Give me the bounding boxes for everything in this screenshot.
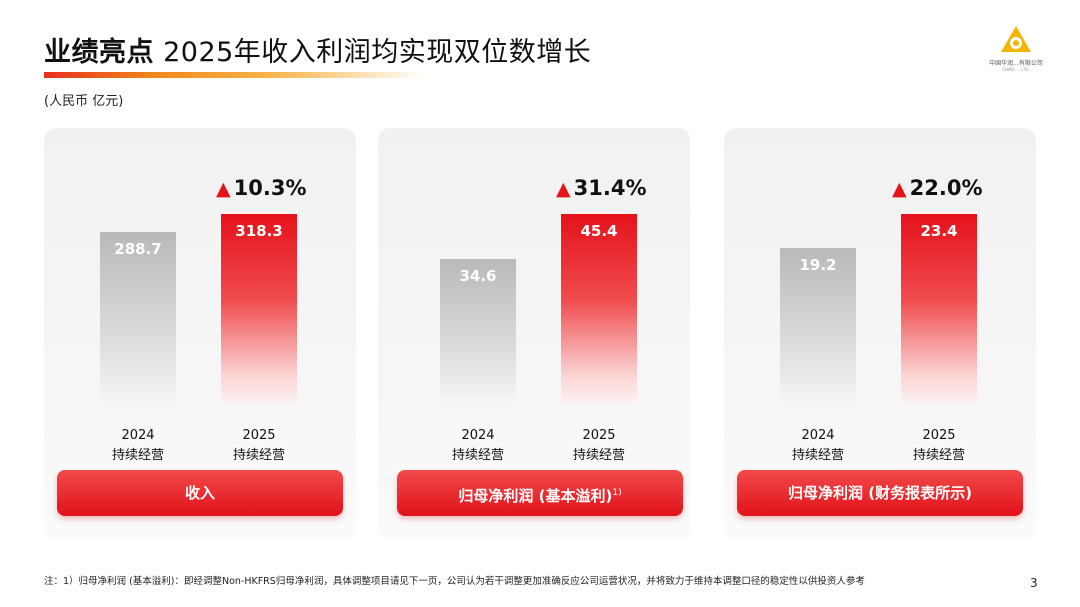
x-label-year: 2025 xyxy=(242,428,276,443)
company-logo: 中国华润...有限公司 CHINA ... LTD. xyxy=(986,24,1046,74)
metric-label-net-profit-reported: 归母净利润 (财务报表所示) xyxy=(737,470,1023,516)
bar-2024: 34.6 xyxy=(440,259,516,404)
x-label-2024: 2024 持续经营 xyxy=(433,426,523,466)
metric-label-net-profit-core: 归母净利润 (基本溢利)1) xyxy=(397,470,683,516)
x-label-sub: 持续经营 xyxy=(111,448,164,463)
up-triangle-icon: ▲ xyxy=(216,178,231,200)
x-label-year: 2024 xyxy=(461,428,495,443)
unit-label: (人民币 亿元) xyxy=(44,94,124,109)
x-label-year: 2025 xyxy=(922,428,956,443)
title-text: 2025年收入利润均实现双位数增长 xyxy=(163,37,592,68)
x-label-year: 2024 xyxy=(801,428,835,443)
chart-panel-net-profit-core: 34.6 45.4 ▲ 31.4% 2024 持续经营 2025 持续经营 归母净… xyxy=(378,128,690,540)
chart-panel-revenue: 288.7 318.3 ▲ 10.3% 2024 持续经营 2025 持续经营 收… xyxy=(44,128,356,540)
title-underline xyxy=(44,72,424,78)
footnote: 注：1）归母净利润 (基本溢利)：即经调整Non-HKFRS归母净利润，具体调整… xyxy=(44,576,865,587)
title-highlight: 业绩亮点 xyxy=(44,37,154,68)
x-label-year: 2025 xyxy=(582,428,616,443)
growth-indicator: ▲ 10.3% xyxy=(216,176,306,200)
x-label-sub: 持续经营 xyxy=(451,448,504,463)
page-title: 业绩亮点 2025年收入利润均实现双位数增长 xyxy=(44,30,591,69)
metric-label-text: 收入 xyxy=(184,484,215,502)
bar-value-label: 19.2 xyxy=(799,256,837,275)
growth-value: 10.3% xyxy=(233,176,307,200)
logo-icon xyxy=(1001,26,1031,52)
growth-value: 22.0% xyxy=(909,176,983,200)
bar-2025: 318.3 xyxy=(221,214,297,404)
up-triangle-icon: ▲ xyxy=(892,178,907,200)
x-label-2025: 2025 持续经营 xyxy=(554,426,644,466)
bar-2025: 23.4 xyxy=(901,214,977,404)
bar-2025: 45.4 xyxy=(561,214,637,404)
bar-2024: 19.2 xyxy=(780,248,856,404)
x-label-2025: 2025 持续经营 xyxy=(894,426,984,466)
x-label-2024: 2024 持续经营 xyxy=(93,426,183,466)
metric-label-revenue: 收入 xyxy=(57,470,343,516)
bar-value-label: 318.3 xyxy=(235,222,283,240)
growth-indicator: ▲ 22.0% xyxy=(892,176,982,200)
x-label-year: 2024 xyxy=(121,428,155,443)
growth-indicator: ▲ 31.4% xyxy=(556,176,646,200)
x-label-sub: 持续经营 xyxy=(912,448,965,463)
x-label-sub: 持续经营 xyxy=(572,448,625,463)
up-triangle-icon: ▲ xyxy=(556,178,571,200)
x-label-sub: 持续经营 xyxy=(791,448,844,463)
chart-panel-net-profit-reported: 19.2 23.4 ▲ 22.0% 2024 持续经营 2025 持续经营 归母净… xyxy=(724,128,1036,540)
bar-2024: 288.7 xyxy=(100,231,176,404)
bar-value-label: 288.7 xyxy=(114,239,162,258)
bar-value-label: 23.4 xyxy=(920,222,958,240)
bar-value-label: 45.4 xyxy=(580,222,618,240)
footnote-ref: 1) xyxy=(612,488,622,498)
bar-value-label: 34.6 xyxy=(459,267,497,286)
x-label-2024: 2024 持续经营 xyxy=(773,426,863,466)
metric-label-text: 归母净利润 (财务报表所示) xyxy=(788,484,972,502)
x-label-2025: 2025 持续经营 xyxy=(214,426,304,466)
logo-subtitle: CHINA ... LTD. xyxy=(1002,67,1030,72)
metric-label-text: 归母净利润 (基本溢利) xyxy=(458,487,613,505)
logo-name: 中国华润...有限公司 xyxy=(989,60,1043,67)
x-label-sub: 持续经营 xyxy=(232,448,285,463)
page-number: 3 xyxy=(1030,576,1038,590)
growth-value: 31.4% xyxy=(573,176,647,200)
